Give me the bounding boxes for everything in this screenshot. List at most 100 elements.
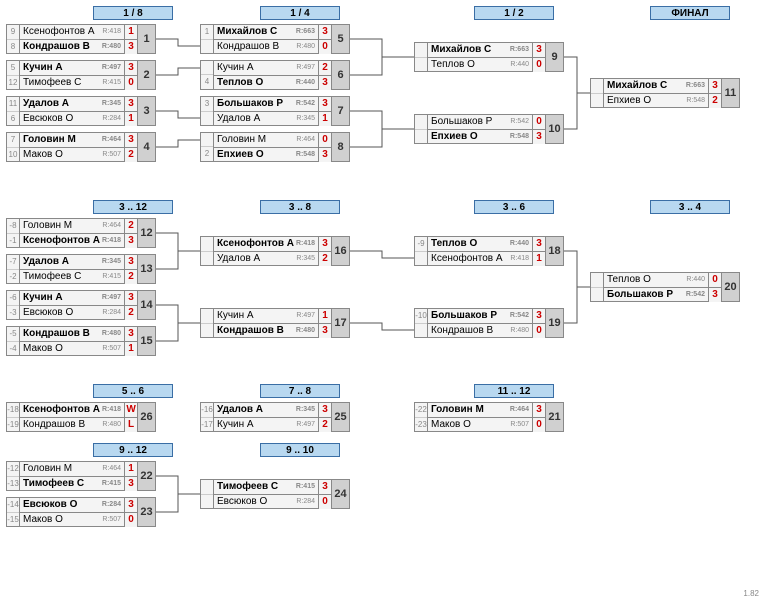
player-row: Михайлов СR:663 <box>604 79 708 94</box>
score-column: 30 <box>532 308 546 338</box>
column-header: 3 .. 12 <box>93 200 173 214</box>
name-column: Кондрашов ВR:480Маков ОR:507 <box>20 326 124 356</box>
rating: R:548 <box>686 97 705 104</box>
column-header: 3 .. 4 <box>650 200 730 214</box>
match-id: 13 <box>138 254 156 284</box>
rating: R:480 <box>510 327 529 334</box>
player-row: Ксенофонтов АR:418 <box>20 25 124 40</box>
match-id: 4 <box>138 132 156 162</box>
name-column: Кучин АR:497Тимофеев СR:415 <box>20 60 124 90</box>
match-box: Кучин АR:497Кондрашов ВR:4801317 <box>200 308 350 338</box>
score-column: 13 <box>318 308 332 338</box>
match-id: 25 <box>332 402 350 432</box>
player-name: Ксенофонтов А <box>217 238 294 249</box>
score: 3 <box>319 76 331 90</box>
match-box: Тимофеев СR:415Евсюков ОR:2843024 <box>200 479 350 509</box>
player-name: Большаков Р <box>607 289 684 300</box>
player-row: Тимофеев СR:415 <box>20 270 124 284</box>
score: 3 <box>125 477 137 491</box>
match-box: -5-4Кондрашов ВR:480Маков ОR:5073115 <box>6 326 156 356</box>
seed: -7 <box>7 255 19 270</box>
player-name: Маков О <box>23 149 100 160</box>
column-header: 11 .. 12 <box>474 384 554 398</box>
name-column: Большаков РR:542Епхиев ОR:548 <box>428 114 532 144</box>
seed-column: -14-15 <box>6 497 20 527</box>
column-header: 5 .. 6 <box>93 384 173 398</box>
seed: -19 <box>7 418 19 432</box>
match-box: -8-1Головин МR:464Ксенофонтов АR:4182312 <box>6 218 156 248</box>
seed-column: -6-3 <box>6 290 20 320</box>
rating: R:415 <box>296 483 315 490</box>
seed-column: 3 <box>200 96 214 126</box>
seed-column: 1 <box>200 24 214 54</box>
player-name: Кучин А <box>23 292 100 303</box>
seed-column: 116 <box>6 96 20 126</box>
player-name: Маков О <box>23 343 100 354</box>
rating: R:663 <box>686 82 705 89</box>
seed-column: -5-4 <box>6 326 20 356</box>
score: 2 <box>125 148 137 162</box>
match-box: Михайлов СR:663Епхиев ОR:5483211 <box>590 78 740 108</box>
seed <box>201 252 213 266</box>
match-box: 116Удалов АR:345Евсюков ОR:284313 <box>6 96 156 126</box>
seed <box>201 495 213 509</box>
rating: R:464 <box>510 406 529 413</box>
match-box: Михайлов СR:663Теплов ОR:440309 <box>414 42 564 72</box>
score: 3 <box>125 61 137 76</box>
name-column: Головин МR:464Епхиев ОR:548 <box>214 132 318 162</box>
rating: R:548 <box>510 133 529 140</box>
player-name: Кучин А <box>217 62 294 73</box>
player-name: Михайлов С <box>431 44 508 55</box>
rating: R:284 <box>296 498 315 505</box>
player-row: Теплов ОR:440 <box>214 76 318 90</box>
name-column: Михайлов СR:663Епхиев ОR:548 <box>604 78 708 108</box>
seed-column: -10 <box>414 308 428 338</box>
player-row: Большаков РR:542 <box>428 115 532 130</box>
player-name: Теплов О <box>431 59 508 70</box>
seed <box>591 288 603 302</box>
player-row: Ксенофонтов АR:418 <box>214 237 318 252</box>
rating: R:345 <box>296 406 315 413</box>
name-column: Ксенофонтов АR:418Кондрашов ВR:480 <box>20 24 124 54</box>
seed <box>415 252 427 265</box>
score-column: 13 <box>124 24 138 54</box>
player-name: Головин М <box>217 134 294 145</box>
player-name: Удалов А <box>217 253 294 264</box>
rating: R:415 <box>102 480 121 487</box>
score: 3 <box>125 498 137 513</box>
rating: R:497 <box>296 64 315 71</box>
match-id: 3 <box>138 96 156 126</box>
rating: R:418 <box>102 237 121 244</box>
rating: R:464 <box>102 222 121 229</box>
player-row: Головин МR:464 <box>20 133 124 148</box>
seed: -22 <box>415 403 427 418</box>
seed <box>415 43 427 58</box>
seed-column: 98 <box>6 24 20 54</box>
column-header: 9 .. 12 <box>93 443 173 457</box>
match-box: Теплов ОR:440Большаков РR:5420320 <box>590 272 740 302</box>
match-box: 1Михайлов СR:663Кондрашов ВR:480305 <box>200 24 350 54</box>
player-row: Удалов АR:345 <box>214 403 318 418</box>
rating: R:480 <box>102 330 121 337</box>
rating: R:542 <box>510 118 529 125</box>
rating: R:440 <box>510 61 529 68</box>
player-name: Большаков Р <box>217 98 294 109</box>
score-column: 23 <box>124 218 138 248</box>
player-row: Головин МR:464 <box>20 219 124 234</box>
seed-column: -8-1 <box>6 218 20 248</box>
rating: R:464 <box>102 465 121 472</box>
score: 3 <box>319 97 331 112</box>
score: 2 <box>125 219 137 234</box>
name-column: Головин МR:464Тимофеев СR:415 <box>20 461 124 491</box>
match-id: 17 <box>332 308 350 338</box>
seed: -3 <box>7 306 19 320</box>
score-column: 32 <box>124 254 138 284</box>
score-column: 13 <box>124 461 138 491</box>
match-id: 7 <box>332 96 350 126</box>
seed: -17 <box>201 418 213 432</box>
player-name: Евсюков О <box>23 499 100 510</box>
player-row: Епхиев ОR:548 <box>214 148 318 162</box>
match-id: 16 <box>332 236 350 266</box>
match-box: -9Теплов ОR:440Ксенофонтов АR:4183118 <box>414 236 564 266</box>
match-id: 10 <box>546 114 564 144</box>
